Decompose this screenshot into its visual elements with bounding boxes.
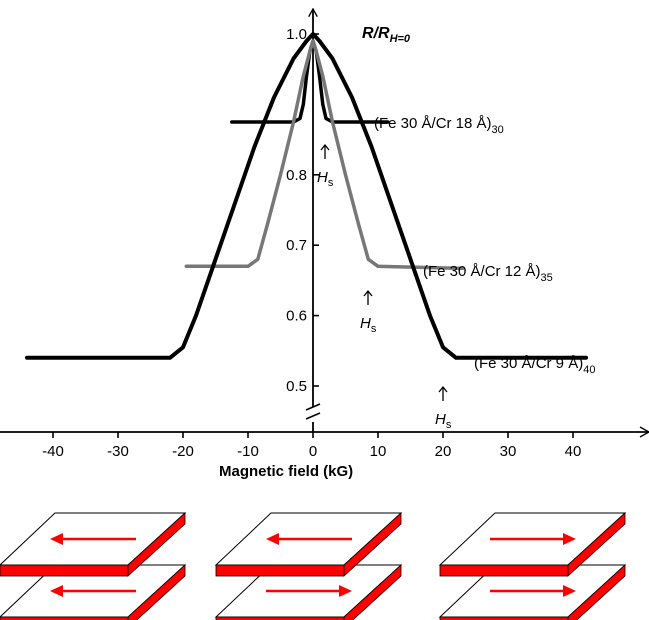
- series-line: [184, 39, 465, 271]
- series-line: [25, 32, 588, 360]
- x-axis-title: Magnetic field (kG): [219, 463, 353, 480]
- slab-front-face: [215, 564, 345, 577]
- slab-front-face: [0, 616, 129, 620]
- x-tick-label: -10: [237, 443, 259, 460]
- y-tick-label: 0.8: [286, 167, 307, 184]
- series-label: (Fe 30 Å/Cr 9 Å)40: [474, 355, 595, 376]
- annotation-layer: Hs Hs Hs: [317, 143, 452, 431]
- x-tick-label: 40: [565, 443, 582, 460]
- magnetization-arrowhead: [50, 533, 63, 545]
- slab-side-face: [567, 512, 626, 577]
- layer-magnetization-diagram: [0, 512, 627, 620]
- hs-label: Hs: [435, 411, 452, 431]
- hs-arrowhead: [363, 289, 373, 297]
- y-axis-title: R/RH=0: [362, 25, 411, 45]
- hs-label: Hs: [317, 169, 334, 189]
- x-tick-label: 10: [370, 443, 387, 460]
- slab-front-face: [439, 564, 569, 577]
- layer-stack: [214, 512, 403, 620]
- x-axis-ticks: -40 -30 -20 -10 0 10 20 30 40: [42, 432, 581, 460]
- slab-side-face: [343, 512, 402, 577]
- y-tick-label: 0.6: [286, 308, 307, 325]
- hs-label: Hs: [360, 315, 377, 335]
- slab-front-face: [0, 564, 129, 577]
- slab-front-face: [439, 616, 569, 620]
- magnetization-arrowhead: [563, 585, 576, 597]
- x-tick-label: 30: [500, 443, 517, 460]
- magnetization-arrowhead: [339, 585, 352, 597]
- slab-side-face: [127, 564, 186, 620]
- slab-side-face: [127, 512, 186, 577]
- y-tick-label: 0.5: [286, 378, 307, 395]
- hs-arrowhead: [320, 143, 330, 151]
- magnetization-arrowhead: [266, 533, 279, 545]
- x-tick-label: -20: [172, 443, 194, 460]
- magnetization-arrowhead: [50, 585, 63, 597]
- x-axis-arrow: [639, 426, 649, 438]
- hs-arrowhead: [438, 385, 448, 393]
- series-label: (Fe 30 Å/Cr 18 Å)30: [374, 115, 504, 136]
- series-layer: (Fe 30 Å/Cr 18 Å)30 (Fe 30 Å/Cr 12 Å)35 (F…: [25, 32, 595, 376]
- y-tick-label: 0.7: [286, 237, 307, 254]
- y-tick-label: 1.0: [286, 26, 307, 43]
- chart-area: -40 -30 -20 -10 0 10 20 30 40 0.5 0.6 0.7 0.8 1.0 (F…: [0, 10, 649, 480]
- x-tick-label: 0: [309, 443, 317, 460]
- layer-stack: [0, 512, 187, 620]
- slab-side-face: [343, 564, 402, 620]
- series-label: (Fe 30 Å/Cr 12 Å)35: [423, 263, 553, 284]
- magnetization-arrowhead: [563, 533, 576, 545]
- slab-front-face: [215, 616, 345, 620]
- slab-side-face: [567, 564, 626, 620]
- layer-stack: [438, 512, 627, 620]
- x-tick-label: -40: [42, 443, 64, 460]
- y-axis-break: [305, 403, 321, 420]
- x-tick-label: 20: [435, 443, 452, 460]
- y-axis-ticks: 0.5 0.6 0.7 0.8 1.0: [286, 26, 319, 395]
- x-tick-label: -30: [107, 443, 129, 460]
